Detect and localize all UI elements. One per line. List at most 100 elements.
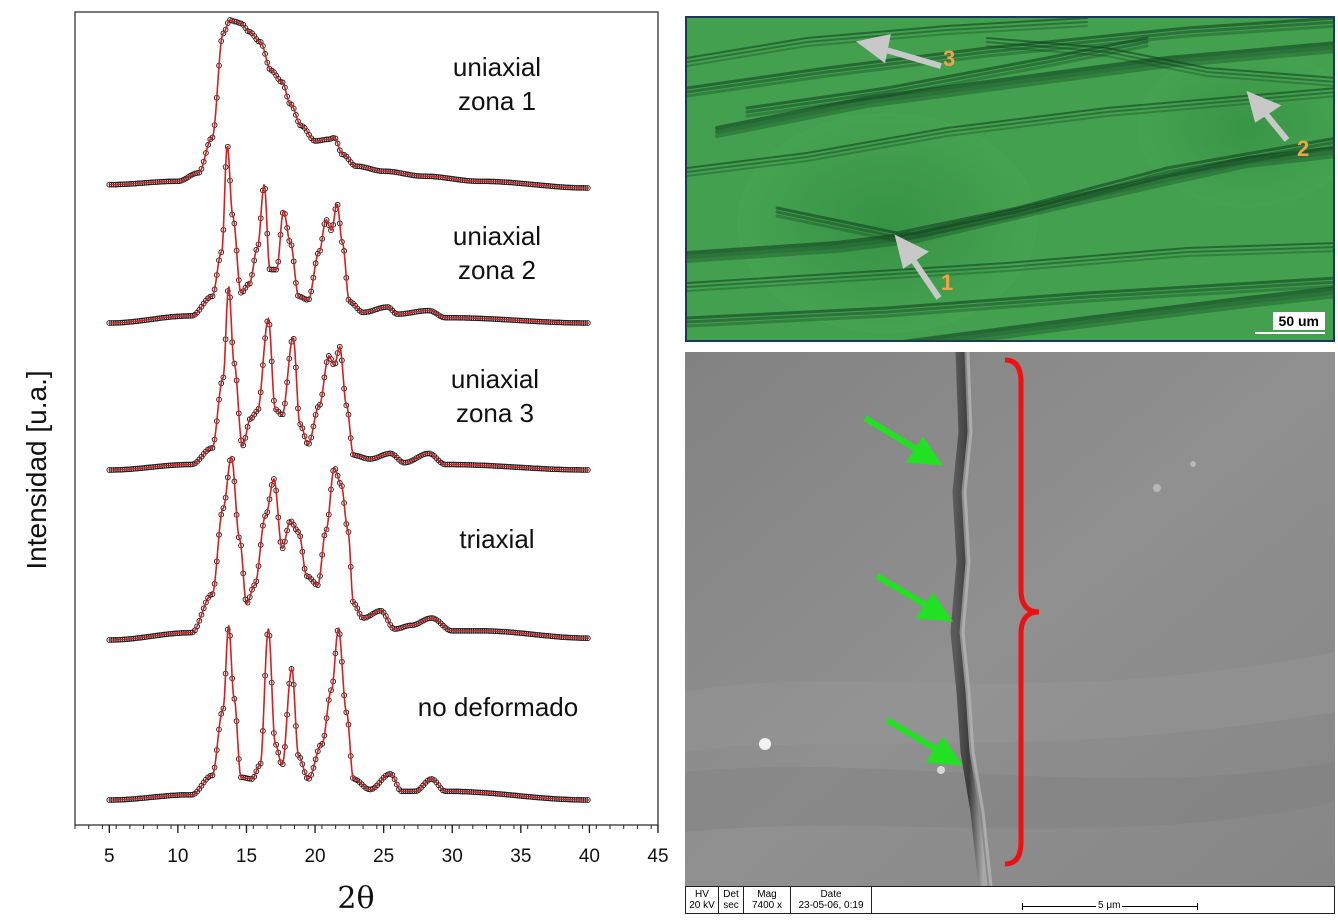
fiber-strand [687,246,1333,288]
fiber-strand [687,18,1088,59]
y-axis-title: Intensidad [u.a.] [21,370,52,569]
xrd-chart-panel: 5 10 15 20 25 30 35 40 45 uniaxial zona 1 uniaxial… [21,11,669,916]
series-label: zona 1 [458,86,536,116]
data-point [354,605,361,612]
green-arrow-1 [863,415,944,466]
series-fit-line [109,286,589,471]
spherulite-1 [737,113,1037,333]
fiber-strand [687,242,1333,284]
spherulite-2 [1137,48,1333,208]
x-tick-label: 40 [579,846,600,867]
data-point [323,217,330,223]
micrograph-scale-bar [1255,332,1325,334]
series-label: uniaxial [453,221,541,251]
date-cell: Date 23-05-06, 0:19 [791,887,872,913]
dark-fibers [687,18,1333,340]
data-point [253,768,260,775]
data-point [271,476,277,482]
data-point [196,618,203,624]
x-tick-label: 25 [373,846,394,867]
data-point [295,529,301,535]
green-arrow-3 [885,717,964,766]
series-fit-line [109,145,589,324]
fiber-strand [902,286,1333,340]
fiber-strand [687,280,1333,324]
fiber-strand [745,36,1149,110]
fiber-strand [986,45,1333,87]
date-value: 23-05-06, 0:19 [798,900,864,911]
fiber-strand [687,21,1088,63]
data-point [332,466,339,472]
data-point [273,741,279,748]
series-label: no deformado [418,692,578,722]
x-tick-label: 15 [236,846,257,867]
series-labels: uniaxial zona 1 uniaxial zona 2 uniaxial zona… [418,52,578,722]
fiber-strand [687,95,1333,177]
series-fit-line [109,625,589,801]
label-number-1: 1 [941,270,953,295]
series-layer [106,17,591,803]
fiber-strand [986,41,1333,83]
sem-image-svg [685,352,1335,886]
series-label: zona 3 [456,398,534,428]
fiber-strand [687,150,1333,259]
x-tick-label: 20 [304,846,325,867]
x-tick-label: 35 [510,846,531,867]
label-number-3: 3 [943,46,955,71]
data-point [328,227,334,234]
arrow-2 [1246,90,1290,142]
series-label: triaxial [459,524,534,554]
fiber-strand [715,49,1333,138]
data-point [328,356,334,362]
fiber-strand [687,250,1333,292]
crack-highlight [961,352,993,886]
x-axis-title: 2θ [337,881,374,916]
series-label: zona 2 [458,255,536,285]
label-number-2: 2 [1297,136,1309,161]
sem-background [685,352,1335,886]
det-label: Det [723,889,739,900]
x-tick-label: 30 [442,846,463,867]
fiber-strand [687,20,1333,94]
data-point [279,545,286,552]
fiber-strand [963,294,1333,340]
arrow-1 [894,234,942,300]
fiber-strand [745,44,1149,118]
fiber-strand [687,18,1333,90]
data-point [391,776,398,783]
data-point [297,755,304,761]
fiber-strand [687,154,1333,263]
sem-image [685,352,1335,886]
green-arrow-2 [875,573,954,622]
series-fit-line [109,455,589,641]
fiber-strand [687,146,1333,255]
fiber-strand [687,91,1333,173]
data-point [203,599,209,606]
hv-value: 20 kV [689,900,715,911]
mag-cell: Mag 7400 x [744,887,791,913]
fiber-strand [715,41,1333,130]
x-tick-label: 45 [647,846,668,867]
fiber-strand [986,37,1333,79]
data-point [319,741,326,747]
x-tick-label: 10 [167,846,188,867]
sem-texture-band-1 [685,652,1335,752]
data-point [251,773,258,780]
series-fit-line [109,19,589,189]
fiber-strand [715,45,1333,134]
data-point [382,613,389,619]
data-point [290,521,297,528]
data-point [393,781,400,788]
data-point [290,105,297,112]
series-label: uniaxial [453,52,541,82]
det-value: sec [723,900,739,911]
micrograph-image: 1 2 3 [687,18,1333,340]
mag-label: Mag [757,889,777,900]
plot-frame [74,11,659,826]
fiber-strand [933,290,1333,340]
data-point [279,79,286,86]
data-point [194,623,200,630]
data-point [385,617,391,624]
date-label: Date [820,889,842,900]
